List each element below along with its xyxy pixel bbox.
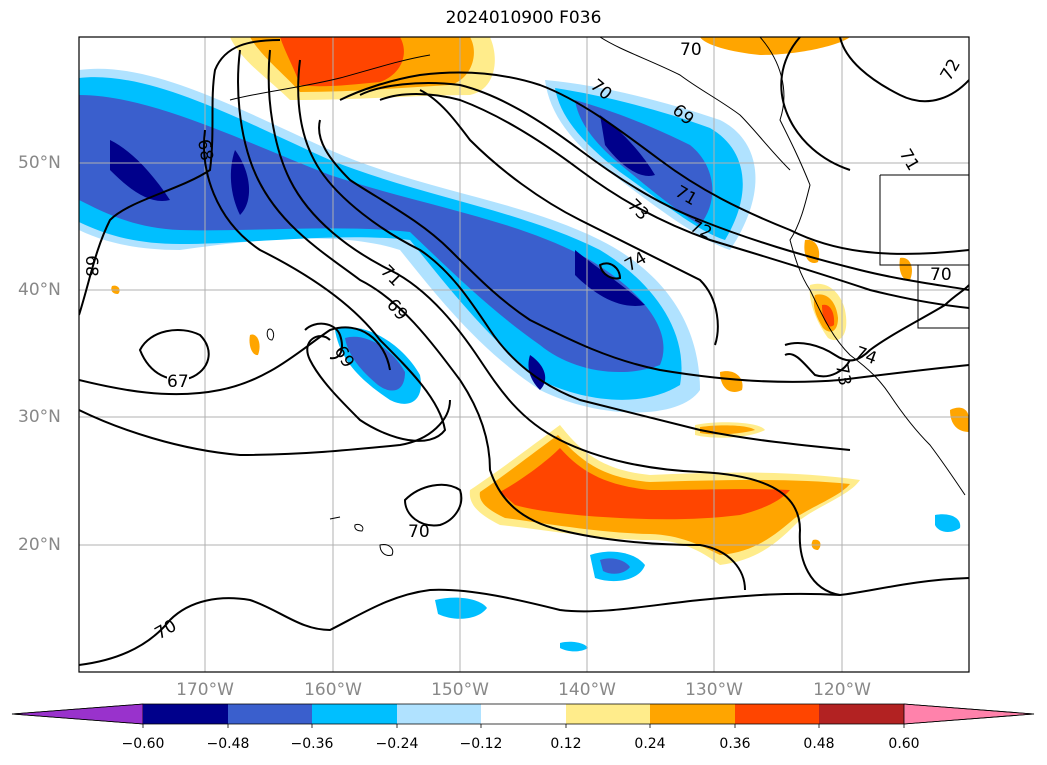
- colorbar-extend-low: [11, 703, 144, 725]
- lon-label-140w: 140°W: [558, 680, 616, 700]
- colorbar-tick: 0.24: [634, 736, 666, 752]
- colorbar-tick: −0.60: [121, 736, 165, 752]
- colorbar-tick: 0.60: [888, 736, 920, 752]
- colorbar-extend-high: [903, 703, 1035, 725]
- colorbar: [11, 703, 1035, 728]
- colorbar-tick: 0.48: [803, 736, 835, 752]
- colorbar-tick: 0.36: [719, 736, 751, 752]
- colorbar-tick: 0.12: [550, 736, 582, 752]
- colorbar-tick: −0.12: [459, 736, 503, 752]
- colorbar-tick: −0.36: [290, 736, 334, 752]
- lon-label-160w: 160°W: [304, 680, 362, 700]
- coastlines: [229, 37, 969, 556]
- colorbar-segment: [735, 704, 819, 724]
- lat-label-20n: 20°N: [18, 535, 61, 555]
- colorbar-segment: [481, 704, 566, 724]
- graticule: [79, 37, 969, 672]
- colorbar-segment: [819, 704, 904, 724]
- map-frame: [78, 36, 970, 673]
- height-contours: [79, 37, 969, 666]
- lon-label-130w: 130°W: [685, 680, 743, 700]
- colorbar-segment: [566, 704, 650, 724]
- lon-label-170w: 170°W: [176, 680, 234, 700]
- lon-label-120w: 120°W: [813, 680, 871, 700]
- lat-label-50n: 50°N: [18, 153, 61, 173]
- colorbar-segment: [228, 704, 312, 724]
- colorbar-segment: [650, 704, 735, 724]
- map-title: 2024010900 F036: [445, 8, 602, 28]
- positive-anomaly-fill: [111, 37, 969, 565]
- colorbar-segment: [143, 704, 228, 724]
- colorbar-segment: [312, 704, 397, 724]
- lon-label-150w: 150°W: [431, 680, 489, 700]
- lat-label-30n: 30°N: [18, 407, 61, 427]
- colorbar-tick: −0.48: [206, 736, 250, 752]
- colorbar-segment: [397, 704, 481, 724]
- lat-label-40n: 40°N: [18, 280, 61, 300]
- colorbar-tick: −0.24: [375, 736, 419, 752]
